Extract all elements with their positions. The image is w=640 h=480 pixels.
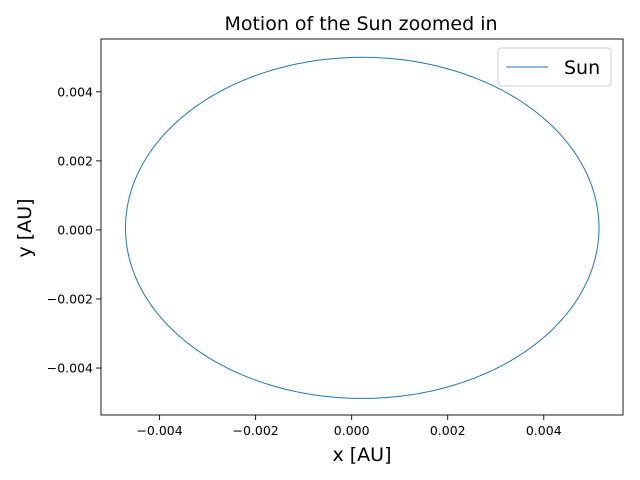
legend-label-sun: Sun [564,57,600,79]
plot-area [100,38,624,416]
x-tick-label: −0.004 [136,423,182,438]
legend: Sun [497,47,612,87]
x-axis-ticks: −0.004 −0.002 0.000 0.002 0.004 [136,415,562,438]
x-tick-label: −0.002 [232,423,278,438]
x-tick-label: 0.002 [430,423,466,438]
series-line-sun [124,56,600,399]
y-tick-label: 0.002 [57,153,93,168]
x-tick-label: 0.000 [334,423,370,438]
x-tick-label: 0.004 [526,423,562,438]
x-axis-label: x [AU] [332,444,391,466]
plot-background [101,39,623,415]
y-tick-label: −0.004 [47,361,93,376]
chart-title: Motion of the Sun zoomed in [224,13,497,35]
plot-frame [100,38,624,416]
y-axis-label: y [AU] [14,198,36,257]
y-axis-ticks: −0.004 −0.002 0.000 0.002 0.004 [47,84,101,376]
y-tick-label: 0.000 [57,222,93,237]
legend-box [497,47,612,87]
y-tick-label: −0.002 [47,291,93,306]
y-tick-label: 0.004 [57,84,93,99]
